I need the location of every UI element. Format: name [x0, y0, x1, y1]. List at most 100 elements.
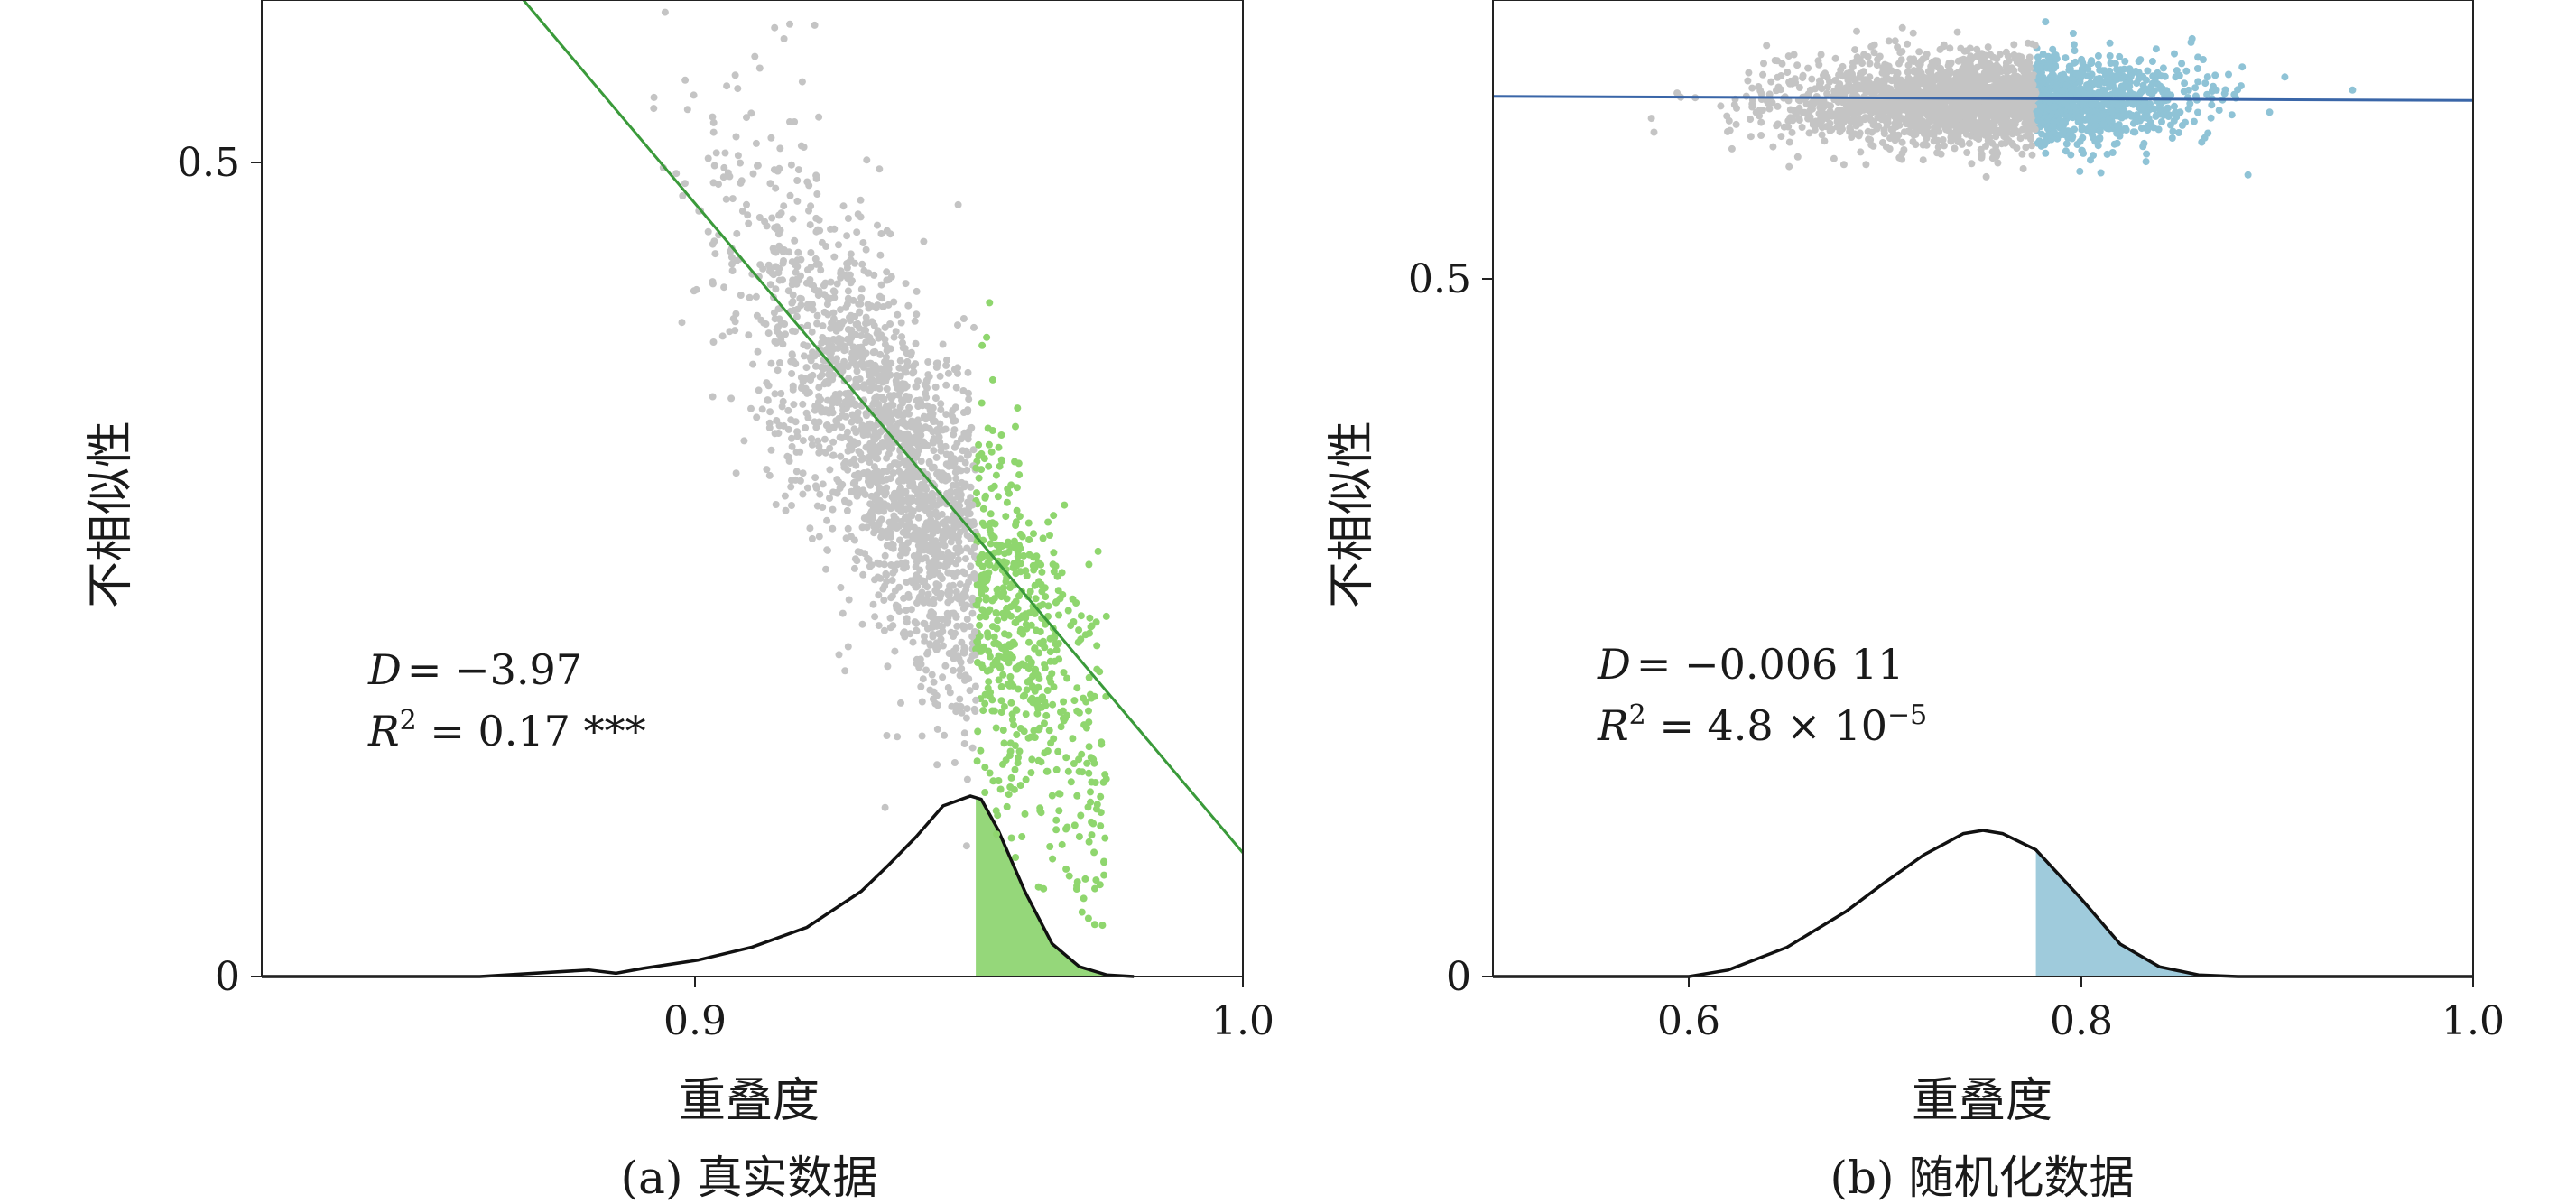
panel-a-scatter-point	[877, 515, 885, 523]
panel-a-scatter-point	[973, 489, 980, 497]
panel-a-scatter-point	[961, 570, 969, 578]
panel-a-scatter-point	[767, 359, 775, 367]
panel-a-scatter-point	[883, 468, 891, 476]
panel-a-scatter-point	[1087, 623, 1095, 631]
panel-a-scatter-point	[816, 227, 824, 235]
panel-a-scatter-point	[906, 630, 914, 638]
panel-a-scatter-point	[784, 406, 792, 414]
panel-b-scatter-point	[1728, 144, 1736, 153]
panel-a-scatter-point	[807, 249, 815, 256]
panel-b-scatter-point	[2127, 112, 2136, 120]
panel-a-scatter-point	[793, 177, 802, 184]
panel-b-scatter-point	[2106, 67, 2114, 75]
panel-b-scatter-point	[2108, 149, 2117, 156]
panel-a-scatter-point	[903, 545, 911, 553]
panel-a-scatter-point	[872, 454, 880, 462]
panel-b-scatter-point	[1792, 110, 1800, 118]
panel-b-scatter-point	[1862, 161, 1870, 169]
panel-a-scatter-point	[903, 579, 911, 586]
panel-a-scatter-point	[1038, 568, 1046, 576]
panel-a-scatter-point	[832, 488, 839, 496]
panel-a-scatter-point	[792, 328, 799, 336]
panel-a-scatter-point	[970, 521, 978, 528]
panel-a-scatter-point	[1052, 646, 1061, 654]
panel-a-scatter-point	[870, 529, 878, 537]
panel-a-scatter-point	[1051, 634, 1059, 642]
panel-a-scatter-point	[1084, 914, 1092, 922]
panel-a-scatter-point	[913, 440, 921, 448]
panel-b-scatter-point	[1834, 115, 1841, 123]
panel-a-scatter-point	[979, 505, 987, 513]
panel-a-scatter-point	[874, 371, 882, 379]
panel-a-scatter-point	[935, 433, 943, 441]
panel-a-scatter-point	[681, 180, 689, 188]
panel-b-scatter-point	[2040, 86, 2048, 94]
panel-a-scatter-point	[887, 359, 895, 367]
panel-b-scatter-point	[2062, 140, 2071, 148]
panel-b-scatter-point	[1894, 43, 1902, 51]
panel-a-scatter-point	[958, 598, 966, 607]
panel-a-scatter-point	[819, 480, 827, 488]
panel-b-scatter-point	[2212, 86, 2220, 94]
panel-b-scatter-point	[1993, 55, 2001, 63]
panel-b-scatter-point	[2052, 83, 2060, 91]
panel-a-scatter-point	[844, 524, 852, 533]
panel-a-scatter-point	[905, 505, 913, 513]
panel-a-scatter-point	[758, 405, 766, 413]
panel-b-scatter-point	[2164, 89, 2172, 97]
panel-a-scatter-point	[997, 682, 1005, 690]
panel-a-scatter-point	[914, 473, 922, 481]
panel-a-scatter-point	[778, 403, 786, 411]
panel-a-scatter-point	[812, 423, 820, 431]
panel-a-scatter-point	[872, 446, 880, 454]
panel-a-scatter-point	[876, 165, 884, 173]
panel-a-scatter-point	[1091, 884, 1098, 893]
panel-a-scatter-point	[1065, 872, 1073, 880]
panel-b-scatter-point	[1973, 45, 1981, 53]
panel-a-scatter-point	[1099, 778, 1107, 786]
panel-b-scatter-point	[2172, 73, 2180, 81]
panel-b-scatter-point	[1886, 85, 1895, 93]
panel-a-scatter-point	[1041, 584, 1049, 592]
panel-a-scatter-point	[1035, 578, 1043, 586]
panel-b-scatter-point	[2129, 90, 2137, 98]
panel-b-scatter-point	[2159, 64, 2167, 72]
panel-a-scatter-point	[987, 540, 995, 548]
panel-a-scatter-point	[976, 621, 983, 629]
panel-a-scatter-point	[857, 196, 865, 204]
panel-a-scatter-point	[1011, 640, 1019, 648]
panel-a-scatter-point	[923, 650, 931, 658]
panel-b-scatter-point	[1982, 172, 1990, 181]
panel-a-scatter-point	[804, 413, 812, 421]
panel-a-scatter-point	[982, 594, 990, 602]
panel-b-scatter-point	[1839, 161, 1848, 169]
panel-a-scatter-point	[918, 698, 926, 706]
panel-b-scatter-point	[2017, 65, 2025, 73]
panel-a-scatter-point	[896, 372, 904, 380]
panel-a-scatter-point	[960, 729, 968, 737]
panel-a-scatter-point	[792, 418, 800, 426]
panel-a-scatter-point	[902, 607, 910, 615]
panel-b-scatter-point	[1988, 75, 1995, 83]
panel-a-scatter-point	[928, 503, 936, 511]
panel-a-scatter-point	[751, 52, 759, 60]
panel-a-scatter-point	[831, 321, 839, 329]
panel-a-scatter-point	[909, 362, 917, 370]
panel-a-scatter-point	[952, 488, 960, 496]
panel-a-scatter-point	[1080, 721, 1089, 729]
panel-a-scatter-point	[883, 454, 891, 462]
panel-a-scatter-point	[837, 306, 844, 314]
panel-b-scatter-point	[2072, 69, 2080, 78]
panel-b-scatter-point	[1650, 128, 1658, 136]
panel-a-scatter-point	[999, 727, 1007, 734]
panel-a-density-highlight-area	[976, 797, 1135, 977]
panel-a-scatter-point	[848, 349, 857, 357]
panel-a-scatter-point	[1039, 534, 1047, 542]
panel-a-scatter-point	[829, 451, 838, 459]
panel-a-scatter-point	[1003, 595, 1011, 603]
panel-a-scatter-point	[919, 675, 927, 683]
panel-a-scatter-point	[864, 554, 872, 562]
panel-a-scatter-point	[844, 363, 852, 371]
panel-a-scatter-point	[745, 331, 753, 339]
